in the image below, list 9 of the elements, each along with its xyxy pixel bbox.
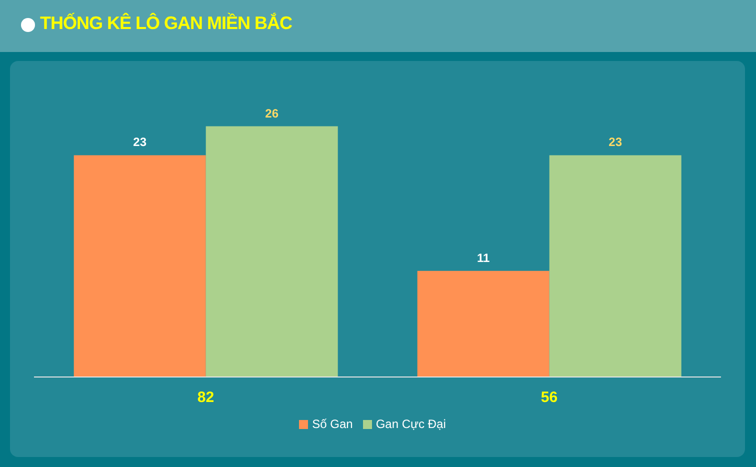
legend-label: Số Gan <box>312 417 353 431</box>
data-label: 26 <box>265 106 279 120</box>
chart-title: THỐNG KÊ LÔ GAN MIỀN BẮC <box>40 13 292 34</box>
legend-label: Gan Cực Đại <box>376 417 446 431</box>
data-label: 11 <box>477 250 490 265</box>
x-tick-label: 56 <box>540 389 558 406</box>
x-tick-label: 82 <box>197 389 214 406</box>
data-label: 23 <box>133 135 147 150</box>
data-label: 23 <box>608 135 622 150</box>
